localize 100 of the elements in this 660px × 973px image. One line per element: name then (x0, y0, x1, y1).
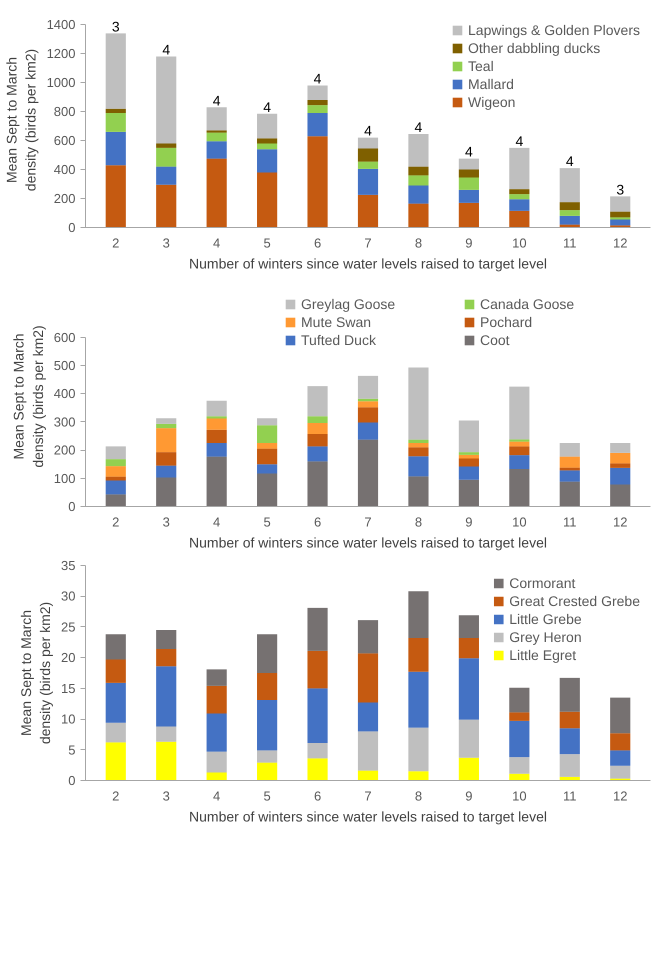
y-tick-label: 30 (61, 588, 76, 604)
bar (358, 653, 378, 702)
bar (307, 688, 328, 744)
bar (206, 443, 227, 457)
legend-label: Canada Goose (480, 296, 576, 312)
bar (610, 484, 630, 506)
bar (257, 172, 278, 228)
bar (358, 398, 378, 402)
x-tick-label: 4 (213, 236, 220, 250)
x-tick-label: 7 (364, 236, 372, 250)
bar (307, 434, 328, 446)
bar (358, 376, 378, 399)
legend-label: Other dabbling ducks (468, 40, 600, 56)
bar (610, 463, 630, 468)
x-tick-label: 5 (263, 788, 271, 804)
x-tick-label: 4 (213, 788, 220, 804)
x-tick-label: 3 (162, 236, 170, 250)
bar (509, 688, 530, 712)
y-tick-label: 0 (68, 773, 76, 788)
bar (106, 108, 126, 114)
bar (156, 418, 176, 424)
legend-label: Teal (468, 58, 494, 74)
y-tick-label: 10 (61, 712, 76, 727)
bar (358, 620, 378, 654)
bar (610, 443, 630, 453)
bar (408, 672, 429, 728)
annotation: 4 (364, 122, 372, 139)
y-tick-label: 20 (61, 650, 76, 666)
bar (458, 466, 479, 480)
bar (560, 678, 580, 712)
bar (458, 615, 479, 638)
x-tick-label: 11 (563, 788, 577, 804)
bar (358, 148, 378, 162)
bar (307, 105, 328, 114)
bar (610, 750, 630, 766)
bar (408, 185, 429, 204)
bar (257, 464, 278, 474)
y-tick-label: 5 (68, 742, 76, 758)
bar (458, 658, 479, 720)
bar (156, 649, 176, 666)
bar (106, 33, 126, 109)
x-tick-label: 3 (162, 788, 170, 804)
bar (358, 770, 378, 780)
x-tick-label: 2 (112, 236, 120, 250)
x-tick-label: 7 (364, 514, 372, 530)
bar (610, 766, 630, 779)
y-tick-label: 600 (54, 330, 76, 345)
x-tick-label: 2 (112, 788, 120, 804)
bar (509, 757, 530, 774)
x-tick-label: 8 (414, 788, 422, 804)
bar (106, 466, 126, 477)
bar (156, 424, 176, 428)
bar (458, 158, 479, 170)
bar (106, 113, 126, 132)
bar (408, 456, 429, 476)
bar (156, 143, 176, 148)
bar (458, 420, 479, 452)
bar (408, 175, 429, 186)
bar (106, 742, 126, 780)
bar (560, 443, 580, 457)
bar (358, 168, 378, 195)
bar (307, 446, 328, 462)
bar (106, 682, 126, 723)
y-tick-label: 200 (54, 442, 76, 458)
bar (509, 720, 530, 758)
bar (408, 591, 429, 638)
bar (610, 196, 630, 212)
bar (560, 202, 580, 210)
bar (206, 132, 227, 142)
bar (156, 742, 176, 780)
x-tick-label: 6 (314, 236, 322, 250)
bar (458, 202, 479, 228)
y-axis-title: Mean Sept to March density (birds per km2) (3, 48, 39, 192)
x-tick-label: 12 (613, 788, 628, 804)
bar (610, 220, 630, 226)
bar (560, 456, 580, 468)
bar (458, 454, 479, 459)
bar (560, 216, 580, 225)
bar (257, 425, 278, 444)
bar (257, 474, 278, 506)
bar (358, 138, 378, 149)
bar (156, 477, 176, 506)
bar (509, 386, 530, 440)
x-tick-label: 4 (213, 514, 220, 530)
legend-label: Tufted Duck (301, 332, 377, 348)
bar (509, 455, 530, 469)
y-tick-label: 100 (54, 470, 76, 486)
bar (106, 722, 126, 742)
bar (156, 466, 176, 478)
bar (307, 650, 328, 688)
bar (106, 459, 126, 466)
bar (156, 166, 176, 185)
bar (156, 184, 176, 228)
bar (560, 470, 580, 482)
x-tick-label: 11 (563, 236, 577, 250)
bar (257, 448, 278, 464)
bar (358, 422, 378, 440)
bar (257, 700, 278, 750)
bar (156, 726, 176, 742)
x-tick-label: 12 (613, 236, 628, 250)
